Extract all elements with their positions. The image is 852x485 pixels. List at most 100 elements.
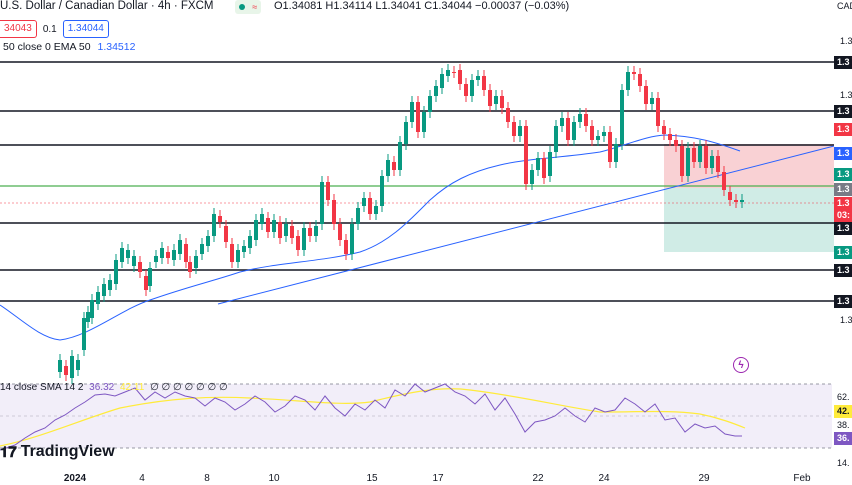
currency-label: CAD	[837, 1, 852, 11]
date-axis-label: 29	[698, 473, 710, 484]
candle-body	[554, 126, 558, 152]
candle-body	[512, 122, 516, 136]
date-axis-label: 10	[268, 473, 280, 484]
candle-body	[686, 148, 690, 176]
candle-body	[350, 224, 354, 254]
candle-body	[728, 192, 732, 200]
candle-body	[326, 182, 330, 200]
candle-body	[674, 140, 678, 146]
candle-body	[488, 90, 492, 106]
candle-body	[458, 70, 462, 84]
candle-body	[166, 252, 170, 258]
price-axis-label: 1.3	[840, 36, 852, 46]
candle-body	[434, 86, 438, 96]
candle-body	[506, 108, 510, 122]
candle-body	[344, 240, 348, 254]
candle-body	[96, 292, 100, 304]
candle-body	[710, 156, 714, 168]
candle-body	[320, 182, 324, 224]
candle-body	[410, 102, 414, 122]
candle-body	[530, 170, 534, 184]
candle-body	[76, 360, 80, 370]
candle-body	[740, 200, 744, 202]
candle-body	[680, 146, 684, 176]
price-tag: 03:	[834, 209, 852, 222]
price-tag: 1.3	[834, 168, 852, 181]
candle-body	[560, 118, 564, 126]
candle-body	[172, 250, 176, 260]
candle-body	[302, 228, 306, 250]
ema-value: 1.34512	[97, 41, 136, 53]
candle-body	[338, 224, 342, 240]
ohlc-values: O1.34081 H1.34114 L1.34041 C1.34044 −0.0…	[274, 0, 569, 12]
candle-body	[230, 244, 234, 262]
candle-body	[656, 98, 660, 126]
candle-body	[716, 156, 720, 172]
candle-body	[620, 90, 624, 144]
candle-body	[296, 236, 300, 250]
lightning-icon[interactable]: ϟ	[733, 357, 749, 373]
date-axis-label: 17	[432, 473, 444, 484]
candle-body	[542, 158, 546, 178]
date-axis-label: 4	[139, 473, 145, 484]
rsi-sma-line	[0, 388, 746, 447]
candle-body	[452, 72, 456, 73]
candle-body	[188, 262, 192, 272]
rsi-axis-label: 38.	[837, 420, 850, 430]
candle-body	[86, 312, 90, 322]
candle-body	[254, 220, 258, 240]
price-tag: 1.3	[834, 246, 852, 259]
price-tag: 1.3	[834, 295, 852, 308]
candle-body	[428, 96, 432, 112]
candle-body	[200, 244, 204, 254]
rsi-axis-label: 62.	[837, 392, 850, 402]
candle-body	[464, 84, 468, 96]
candle-body	[90, 300, 94, 318]
candle-body	[356, 208, 360, 224]
candle-body	[518, 126, 522, 136]
ema-legend[interactable]: 50 close 0 EMA 50 1.34512	[3, 41, 135, 53]
candle-body	[148, 268, 152, 286]
spread-value: 0.1	[42, 23, 57, 35]
tradingview-logo-text: TradingView	[20, 443, 115, 460]
trend-line	[217, 145, 835, 305]
candle-body	[114, 260, 118, 284]
candle-body	[266, 218, 270, 232]
candle-body	[422, 112, 426, 132]
candle-body	[206, 236, 210, 246]
rsi-axis-label: 36.	[834, 432, 852, 445]
price-tag: 1.3	[834, 222, 852, 235]
candle-body	[446, 70, 450, 76]
candle-body	[614, 144, 618, 162]
candle-body	[154, 256, 158, 262]
candle-body	[138, 262, 142, 272]
tradingview-logo[interactable]: 𝟏𝟕 TradingView	[0, 443, 115, 461]
candle-body	[272, 220, 276, 232]
market-status-badge[interactable]: ≈	[235, 0, 261, 14]
buy-button[interactable]: 1.34044	[62, 20, 109, 38]
date-axis-label: 15	[366, 473, 378, 484]
rsi-value: 36.32	[89, 382, 115, 393]
rsi-legend[interactable]: 14 close SMA 14 2 36.32 42.11 ∅ ∅ ∅ ∅ ∅ …	[0, 382, 228, 393]
candle-body	[602, 132, 606, 136]
candle-body	[500, 96, 504, 108]
candle-body	[524, 126, 528, 184]
candle-body	[662, 126, 666, 134]
candle-body	[626, 72, 630, 90]
sell-button[interactable]: 34043	[0, 20, 37, 38]
symbol-title[interactable]: U.S. Dollar / Canadian Dollar · 4h · FXC…	[0, 0, 213, 12]
date-axis-label: 22	[532, 473, 544, 484]
candle-body	[368, 198, 372, 214]
date-axis-label: 24	[598, 473, 610, 484]
price-tag: 1.3	[834, 147, 852, 160]
candle-body	[590, 126, 594, 140]
candle-body	[120, 248, 124, 262]
rsi-extra-values: ∅ ∅ ∅ ∅ ∅ ∅ ∅	[150, 382, 228, 393]
candle-body	[482, 76, 486, 90]
candle-body	[722, 172, 726, 190]
candle-body	[380, 176, 384, 206]
rsi-label: 14 close SMA 14 2	[0, 382, 84, 393]
candle-body	[566, 118, 570, 140]
rsi-axis-label: 14.	[837, 458, 850, 468]
